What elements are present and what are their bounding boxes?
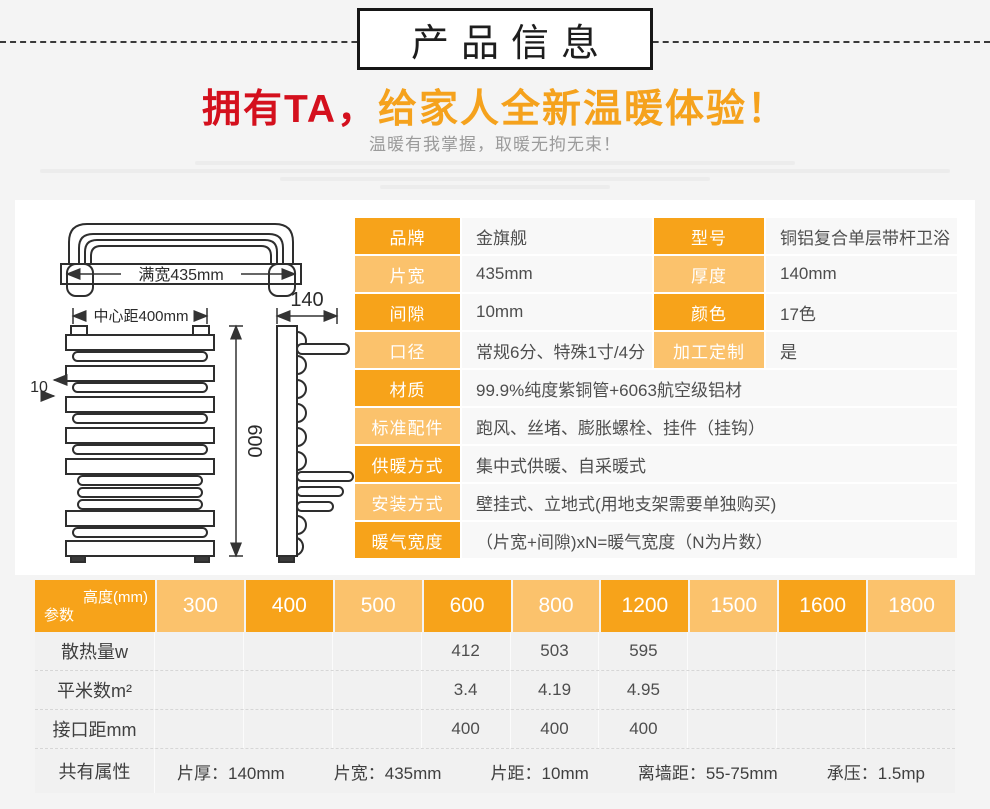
cell [243,632,333,670]
cell [243,671,333,709]
row-label: 共有属性 [35,749,155,793]
technical-drawing: 满宽435mm 中心距400mm 10 600 140 [30,223,354,563]
spec-label-brand: 品牌 [355,218,460,254]
cell [243,710,333,748]
cell: 503 [510,632,600,670]
cell [866,710,955,748]
hero-title: 拥有TA，给家人全新温暖体验！ [0,78,990,134]
page-title-box: 产品信息 [357,8,653,70]
spec-label-install-mode: 安装方式 [355,484,460,520]
dim-depth-label: 140 [290,289,323,311]
dim-center-distance-label: 中心距400mm [93,308,188,325]
corner-header-cell: 高度(mm) 参数 [35,580,155,632]
row-label: 平米数m² [35,671,155,709]
row-label: 散热量w [35,632,155,670]
cell: 3.4 [421,671,511,709]
page-title: 产品信息 [410,22,611,65]
hero-title-red: 拥有TA， [201,88,379,131]
cell [155,710,244,748]
spec-value-material: 99.9%纯度紫铜管+6063航空级铝材 [462,370,957,406]
dim-gap-label: 10 [30,379,48,396]
spec-value-thickness: 140mm [766,256,957,292]
common-attr-width: 片宽：435mm [333,763,442,783]
table-row-heat-output: 散热量w 412 503 595 [35,632,955,671]
cell: 400 [599,710,689,748]
spec-value-accessories: 跑风、丝堵、膨胀螺栓、挂件（挂钩） [462,408,957,444]
cell [777,632,867,670]
spec-value-color: 17色 [766,294,957,330]
cell [866,671,955,709]
table-row-port-distance: 接口距mm 400 400 400 [35,710,955,749]
cell [777,671,867,709]
spec-value-custom: 是 [766,332,957,368]
height-col-600: 600 [423,580,511,632]
spec-label-gap: 间隙 [355,294,460,330]
common-attrs-values: 片厚：140mm 片宽：435mm 片距：10mm 离墙距：55-75mm 承压… [155,749,955,793]
cell [688,710,778,748]
spec-value-install-mode: 壁挂式、立地式(用地支架需要单独购买) [462,484,957,520]
cell [866,632,955,670]
spec-value-radiator-width: （片宽+间隙)xN=暖气宽度（N为片数） [462,522,957,558]
dim-full-width-label: 满宽435mm [138,266,223,284]
spec-value-width: 435mm [462,256,652,292]
product-info-panel: 满宽435mm 中心距400mm 10 600 140 品牌 金旗舰 型号 铜铝… [15,200,975,575]
spec-label-color: 颜色 [654,294,764,330]
cell: 4.95 [599,671,689,709]
hero-title-orange: 给家人全新温暖体验！ [378,88,789,131]
cell [155,632,244,670]
spec-table: 品牌 金旗舰 型号 铜铝复合单层带杆卫浴 片宽 435mm 厚度 140mm 间… [355,218,957,558]
spec-label-material: 材质 [355,370,460,406]
table-row-square-meters: 平米数m² 3.4 4.19 4.95 [35,671,955,710]
parameter-table-header: 高度(mm) 参数 300 400 500 600 800 1200 1500 … [35,580,955,632]
height-col-800: 800 [512,580,600,632]
cell [332,671,422,709]
spec-label-radiator-width: 暖气宽度 [355,522,460,558]
common-attr-wall-distance: 离墙距：55-75mm [637,763,778,783]
spec-label-model: 型号 [654,218,764,254]
corner-height-label: 高度(mm) [83,589,148,606]
cell: 595 [599,632,689,670]
height-col-400: 400 [245,580,333,632]
spec-label-caliber: 口径 [355,332,460,368]
hero-subtitle: 温暖有我掌握，取暖无拘无束！ [369,135,621,154]
cell [332,710,422,748]
decorative-fineprint-lines [0,157,990,193]
spec-value-brand: 金旗舰 [462,218,652,254]
table-row-common-attrs: 共有属性 片厚：140mm 片宽：435mm 片距：10mm 离墙距：55-75… [35,749,955,793]
height-col-1200: 1200 [601,580,689,632]
common-attr-pressure: 承压：1.5mp [826,763,925,783]
cell: 4.19 [510,671,600,709]
cell [332,632,422,670]
height-col-300: 300 [157,580,244,632]
height-col-1500: 1500 [690,580,778,632]
dim-height-label: 600 [243,424,265,457]
cell [155,671,244,709]
cell [777,710,867,748]
cell: 400 [421,710,511,748]
corner-param-label: 参数 [44,607,75,624]
row-label: 接口距mm [35,710,155,748]
spec-value-model: 铜铝复合单层带杆卫浴 [766,218,957,254]
common-attr-thickness: 片厚：140mm [177,763,285,783]
cell [688,671,778,709]
height-col-500: 500 [334,580,422,632]
spec-label-thickness: 厚度 [654,256,764,292]
cell: 412 [421,632,511,670]
cell: 400 [510,710,600,748]
spec-value-heating-mode: 集中式供暖、自采暖式 [462,446,957,482]
spec-value-gap: 10mm [462,294,652,330]
spec-label-custom: 加工定制 [654,332,764,368]
cell [688,632,778,670]
spec-label-heating-mode: 供暖方式 [355,446,460,482]
spec-label-width: 片宽 [355,256,460,292]
parameter-table: 高度(mm) 参数 300 400 500 600 800 1200 1500 … [35,580,955,793]
height-col-1600: 1600 [779,580,867,632]
common-attr-gap: 片距：10mm [490,763,589,783]
height-col-1800: 1800 [868,580,955,632]
spec-value-caliber: 常规6分、特殊1寸/4分 [462,332,652,368]
spec-label-accessories: 标准配件 [355,408,460,444]
